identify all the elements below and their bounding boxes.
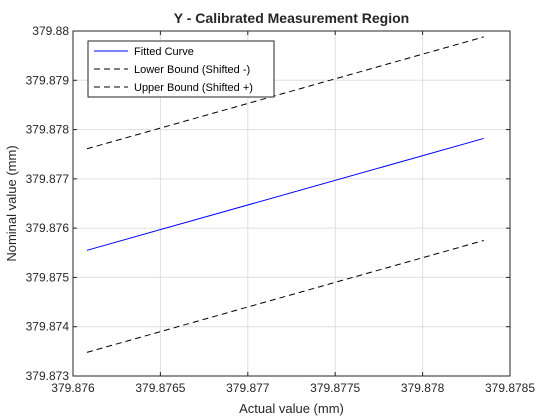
legend-label-2: Lower Bound (Shifted -) <box>134 64 250 76</box>
y-tick-label: 379.88 <box>32 24 69 38</box>
legend-label-1: Fitted Curve <box>134 46 194 58</box>
x-tick-label: 379.8775 <box>310 381 360 395</box>
legend-label-3: Upper Bound (Shifted +) <box>134 82 253 94</box>
x-tick-label: 379.878 <box>401 381 445 395</box>
y-tick-label: 379.875 <box>26 270 70 284</box>
series-line-3 <box>86 36 484 150</box>
ticks: 379.876 379.8765 379.877 379.8775 379.878 379… <box>26 24 536 395</box>
series-layer <box>86 36 484 353</box>
y-axis-label: Nominal value (mm) <box>4 145 19 261</box>
y-tick-label: 379.878 <box>26 123 70 137</box>
y-tick-label: 379.876 <box>26 221 70 235</box>
y-tick-label: 379.874 <box>26 320 70 334</box>
y-tick-label: 379.877 <box>26 172 70 186</box>
chart-title: Y - Calibrated Measurement Region <box>174 10 409 26</box>
x-axis-label: Actual value (mm) <box>239 401 344 416</box>
x-tick-label: 379.877 <box>226 381 270 395</box>
series-line-1 <box>86 137 484 251</box>
x-tick-label: 379.8785 <box>485 381 535 395</box>
legend: Fitted Curve Lower Bound (Shifted -) Upper… <box>87 40 275 98</box>
x-tick-label: 379.8765 <box>135 381 185 395</box>
y-tick-label: 379.873 <box>26 369 70 383</box>
plot-frame <box>72 30 511 377</box>
series-line-2 <box>86 239 484 353</box>
x-tick-label: 379.876 <box>51 381 95 395</box>
y-tick-label: 379.879 <box>26 73 70 87</box>
